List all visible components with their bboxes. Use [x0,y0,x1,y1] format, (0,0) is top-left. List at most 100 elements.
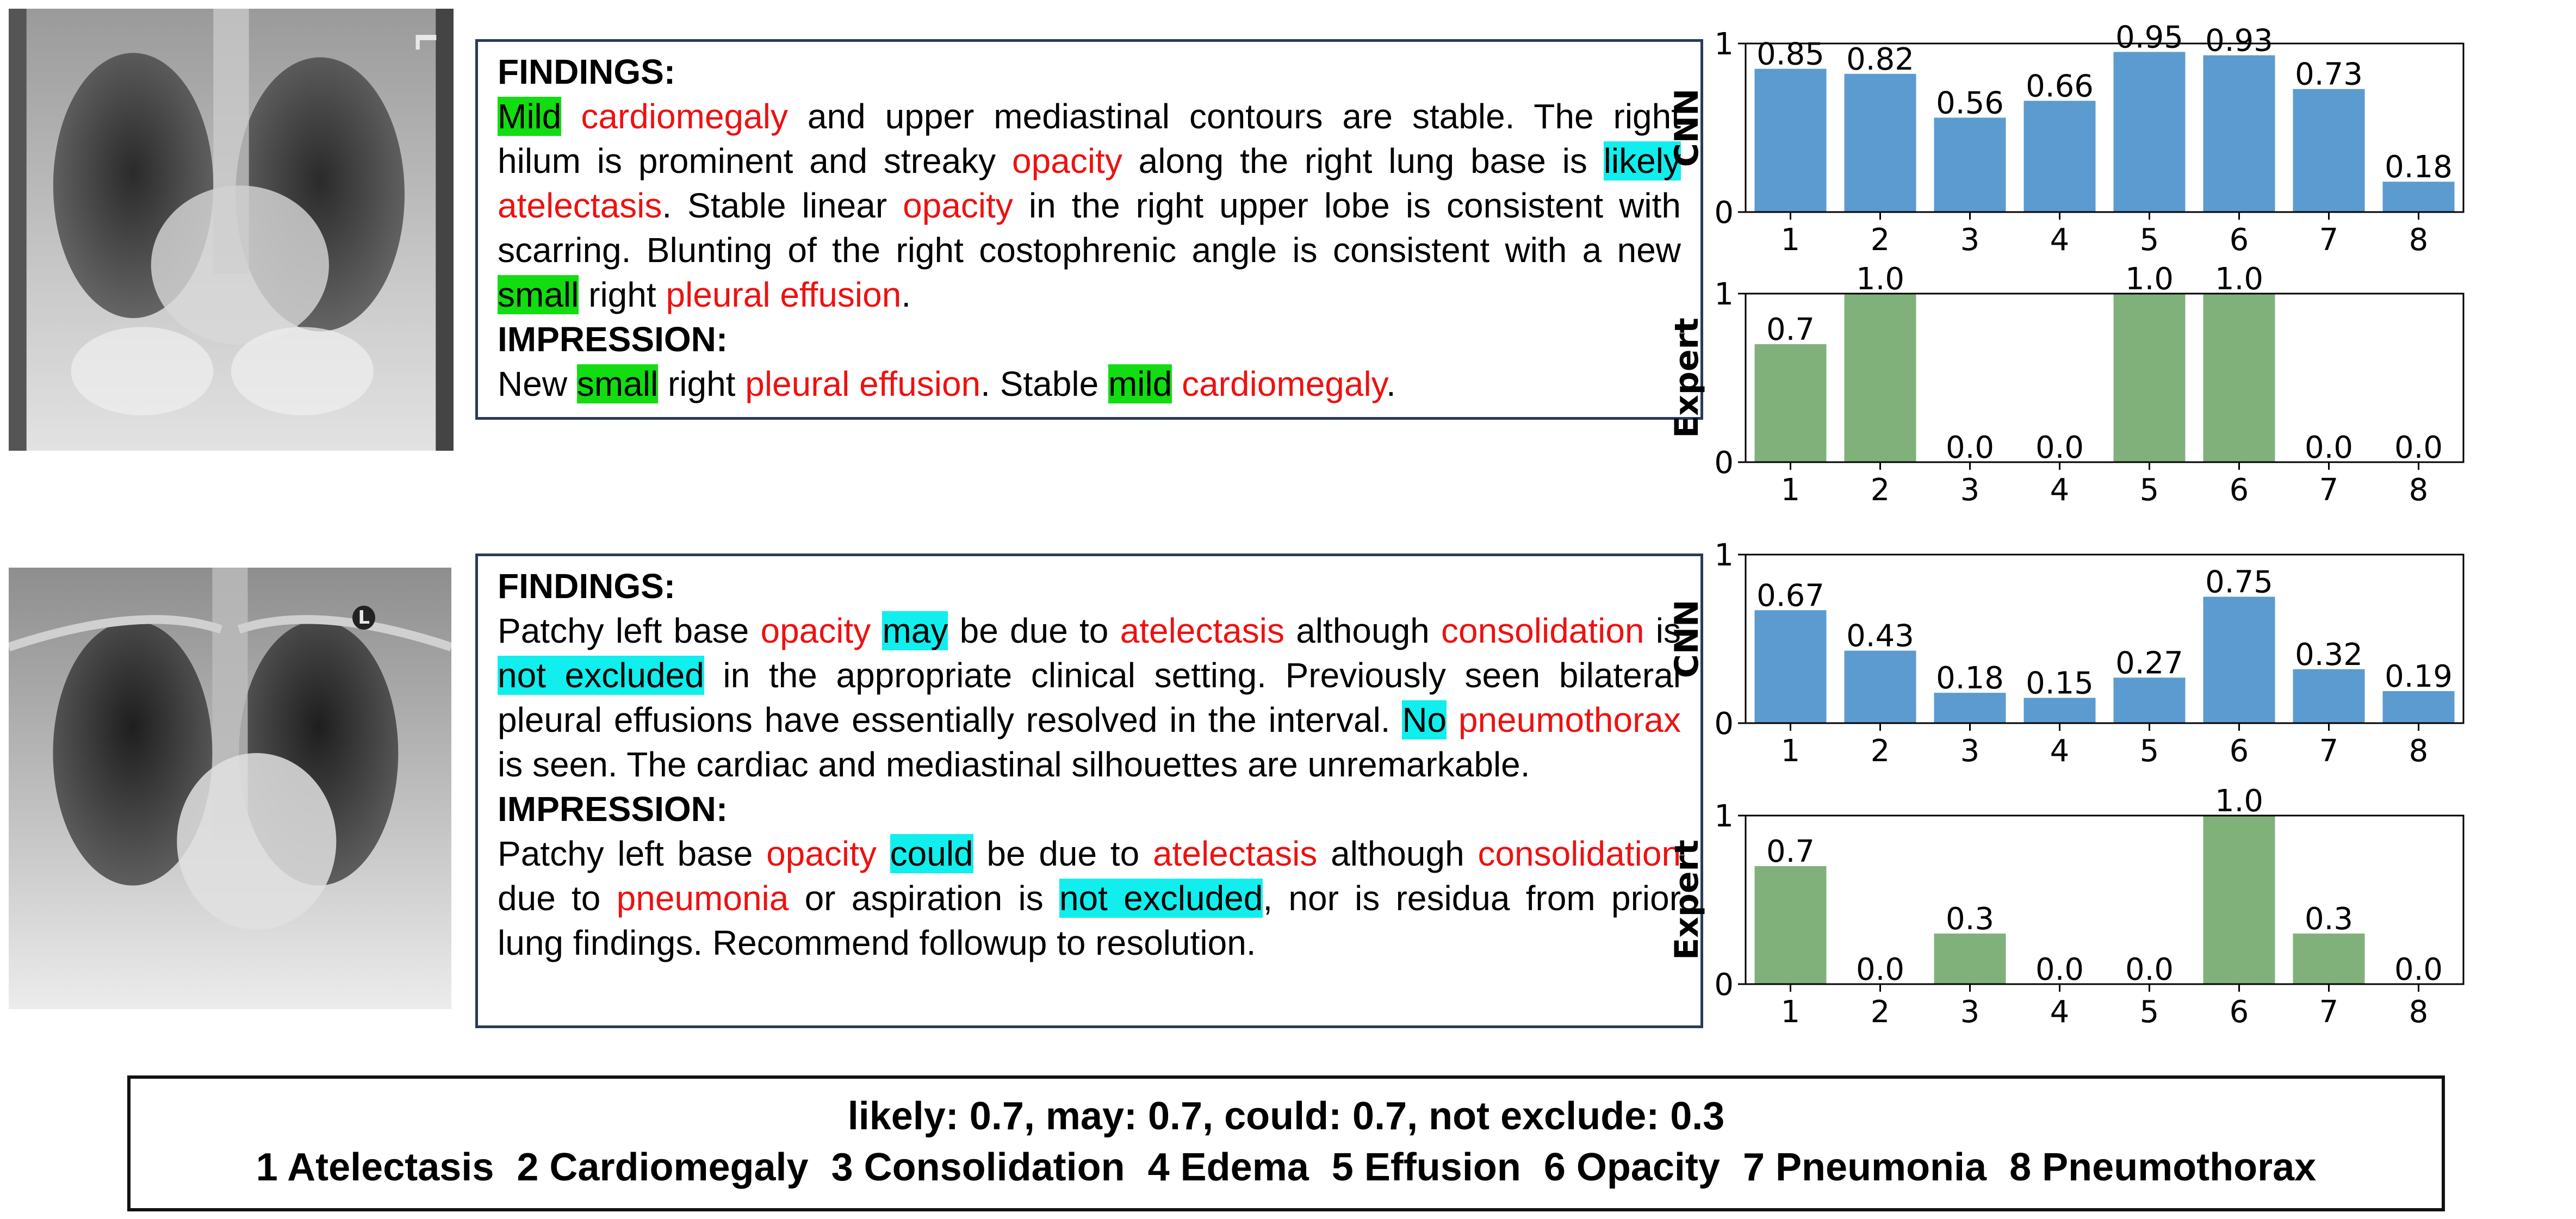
report-text: . [901,275,911,314]
bar [2293,934,2365,984]
value-label: 0.18 [2385,150,2453,185]
y-tick-label: 0 [1714,967,1734,1003]
severity-term: mild [1108,364,1172,403]
value-label: 0.85 [1756,37,1824,72]
y-axis-label: Expert [1668,839,1706,960]
report-text: although [1284,611,1441,650]
bar [1844,73,1916,212]
uncertainty-legend: likely: 0.7, may: 0.7, could: 0.7, not e… [847,1094,1725,1138]
x-tick-label: 5 [2140,994,2159,1030]
x-tick-label: 5 [2140,733,2159,769]
disease-term: pneumonia [616,879,789,918]
report-text: or aspiration is [789,879,1059,918]
report-text: is [1644,611,1681,650]
uncertainty-term: likely [1603,141,1681,181]
uncertainty-term: No [1402,700,1447,739]
x-tick-label: 2 [1871,222,1890,258]
value-label: 0.43 [1846,619,1914,654]
y-tick-label: 1 [1714,538,1734,573]
x-tick-label: 6 [2230,994,2249,1030]
radiology-report-1: FINDINGS: Mild cardiomegaly and upper me… [475,39,1703,420]
bar [1754,610,1827,723]
bar [2382,691,2455,723]
value-label: 0.0 [2125,952,2174,987]
report-text [1172,364,1182,403]
bar [1934,693,2006,723]
findings-text: Mild cardiomegaly and upper mediastinal … [498,94,1681,317]
disease-term: pleural effusion [745,364,981,403]
report-text: right [579,275,666,314]
y-tick-label: 0 [1714,706,1734,742]
y-tick-label: 0 [1714,195,1734,231]
impression-text: New small right pleural effusion. Stable… [498,362,1681,406]
y-axis-label: Expert [1668,318,1706,438]
severity-term: small [576,364,659,403]
x-tick-label: 6 [2230,472,2249,508]
uncertainty-term: may [882,611,948,650]
x-tick-label: 6 [2230,733,2249,769]
uncertainty-term: could [890,834,973,873]
value-label: 0.73 [2295,57,2363,92]
report-text: is seen. The cardiac and mediastinal sil… [498,745,1530,784]
y-tick-label: 1 [1714,799,1734,834]
report-text: although [1317,834,1478,873]
value-label: 0.0 [2394,430,2443,465]
value-label: 1.0 [2125,262,2174,297]
value-label: 0.0 [2305,430,2353,465]
plot-frame [1745,42,2465,213]
report-text: along the right lung base is [1122,141,1604,181]
report-text [871,611,882,650]
value-label: 0.0 [1856,952,1904,987]
legend-box: likely: 0.7, may: 0.7, could: 0.7, not e… [127,1075,2445,1211]
x-tick-label: 8 [2409,733,2429,769]
value-label: 0.18 [1936,661,2004,696]
value-label: 1.0 [1856,262,1904,297]
x-tick-label: 3 [1960,733,1980,769]
value-label: 1.0 [2215,783,2263,819]
x-tick-label: 5 [2140,472,2159,508]
bar [2203,294,2275,462]
category-label: 6 Opacity [1543,1146,1720,1189]
disease-term: opacity [766,834,877,873]
value-label: 0.0 [2035,430,2084,465]
plot-frame [1745,293,2465,463]
x-tick-label: 2 [1871,733,1890,769]
x-tick-label: 7 [2319,222,2339,258]
report-text: due to [498,879,617,918]
report-text: in the appropriate clinical setting. Pre… [498,656,1681,739]
plot-frame [1745,814,2465,985]
x-tick-label: 7 [2319,733,2339,769]
disease-term: cardiomegaly [581,97,788,136]
report-text: Patchy left base [498,834,767,873]
disease-term: consolidation [1478,834,1681,873]
chest-xray-image-2: L [9,568,451,1009]
report-text: New [498,364,577,403]
category-label: 2 Cardiomegaly [517,1146,809,1189]
value-label: 0.15 [2026,666,2094,701]
category-label: 8 Pneumothorax [2009,1146,2317,1189]
findings-text: Patchy left base opacity may be due to a… [498,608,1681,787]
y-axis-label: CNN [1668,89,1706,167]
value-label: 0.95 [2115,20,2183,55]
value-label: 0.27 [2115,645,2183,681]
disease-term: atelectasis [1152,834,1318,873]
bar [2023,101,2096,212]
value-label: 0.7 [1766,312,1815,347]
xray-side-marker: L [352,606,375,630]
value-label: 1.0 [2215,262,2263,297]
value-label: 0.0 [1946,430,1994,465]
y-axis-label: CNN [1668,600,1706,678]
x-tick-label: 2 [1871,994,1890,1030]
value-label: 0.32 [2295,637,2363,673]
value-label: 0.3 [2305,901,2353,937]
radiology-report-2: FINDINGS: Patchy left base opacity may b… [475,553,1703,1028]
impression-heading: IMPRESSION: [498,320,728,359]
x-tick-label: 8 [2409,222,2429,258]
report-text: and upper mediastinal contours are stabl… [498,97,1681,181]
report-text: , nor is residua from prior lung finding… [498,879,1681,962]
value-label: 0.0 [2394,952,2443,987]
findings-heading: FINDINGS: [498,567,676,606]
value-label: 0.66 [2026,69,2094,104]
